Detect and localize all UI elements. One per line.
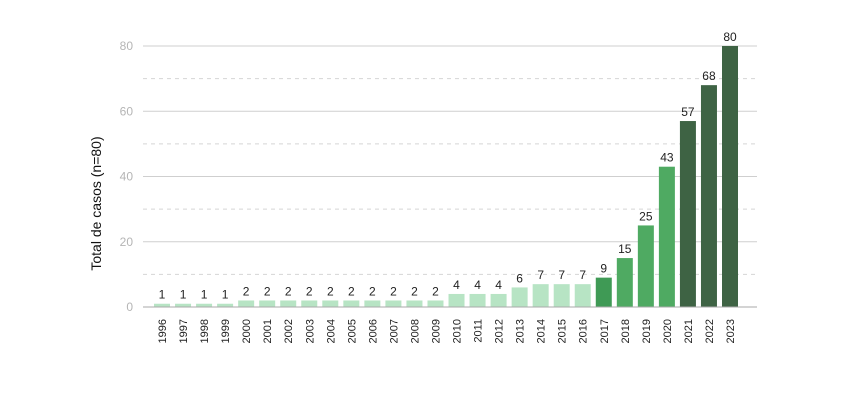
data-label-2005: 2 [348,284,355,298]
x-tick-label-2008: 2008 [409,319,421,343]
bar-2008 [406,300,423,307]
y-tick-label: 20 [120,235,134,249]
x-tick-label-2007: 2007 [388,319,400,343]
x-tick-label-2023: 2023 [725,319,737,343]
data-label-1998: 1 [201,288,208,302]
data-label-2009: 2 [432,284,439,298]
bar-2022 [700,85,717,308]
bar-2009 [427,300,444,307]
x-tick-label-2014: 2014 [536,319,548,343]
data-label-2004: 2 [327,284,334,298]
bar-2001 [259,300,276,307]
bar-2013 [511,287,528,307]
data-label-1996: 1 [159,288,166,302]
data-label-2017: 9 [600,262,607,276]
bar-2011 [469,293,486,307]
bar-2003 [301,300,318,307]
bar-2005 [343,300,360,307]
bars [154,46,738,308]
data-label-2023: 80 [723,30,737,44]
bar-2014 [532,284,549,307]
bar-1997 [175,303,192,307]
data-label-2014: 7 [537,268,544,282]
bar-2006 [364,300,381,307]
x-tick-label-2010: 2010 [452,319,464,343]
bar-2017 [595,277,612,307]
x-tick-label-2016: 2016 [578,319,590,343]
data-label-2008: 2 [411,284,418,298]
y-tick-label: 60 [120,104,134,118]
data-label-2013: 6 [516,271,523,285]
data-label-2010: 4 [453,278,460,292]
data-label-2002: 2 [285,284,292,298]
data-label-2021: 57 [681,105,695,119]
bar-2004 [322,300,339,307]
data-label-2012: 4 [495,278,502,292]
bar-2018 [616,258,633,307]
x-tick-label-2003: 2003 [304,319,316,343]
x-tick-label-1997: 1997 [178,319,190,343]
data-label-2000: 2 [243,284,250,298]
data-label-2019: 25 [639,209,653,223]
data-label-1999: 1 [222,288,229,302]
x-tick-label-2020: 2020 [662,319,674,343]
y-axis-ticks: 0 20 40 60 80 [120,39,134,314]
x-tick-label-2012: 2012 [494,319,506,343]
bar-1998 [196,303,213,307]
data-label-2003: 2 [306,284,313,298]
bar-2021 [679,121,696,307]
bar-2010 [448,293,465,307]
y-axis-label: Total de casos (n=80) [88,136,104,270]
y-tick-label: 40 [120,170,134,184]
y-tick-label: 80 [120,39,134,53]
bar-2019 [637,225,654,307]
x-tick-label-2022: 2022 [704,319,716,343]
x-tick-label-2015: 2015 [557,319,569,343]
y-tick-label: 0 [126,300,133,314]
bar-2007 [385,300,402,307]
x-tick-label-1996: 1996 [157,319,169,343]
data-label-2020: 43 [660,151,674,165]
bar-2023 [722,46,738,307]
x-tick-label-2000: 2000 [241,319,253,343]
x-tick-label-2019: 2019 [641,319,653,343]
bar-1999 [217,303,234,307]
grid [143,45,757,275]
x-tick-label-2013: 2013 [515,319,527,343]
x-tick-label-1998: 1998 [199,319,211,343]
bar-1996 [154,303,170,307]
x-tick-label-2017: 2017 [599,319,611,343]
data-label-1997: 1 [180,288,187,302]
x-tick-label-2018: 2018 [620,319,632,343]
bar-2002 [280,300,297,307]
data-label-2022: 68 [702,69,716,83]
x-tick-label-1999: 1999 [220,319,232,343]
bar-2012 [490,293,507,307]
bar-2015 [553,284,570,307]
data-label-2015: 7 [558,268,565,282]
x-tick-label-2011: 2011 [473,319,485,343]
x-axis-ticks: 1996 1997 1998 1999 2000 2001 2002 2003 2004 2005… [157,319,737,343]
x-tick-label-2002: 2002 [283,319,295,343]
bar-2000 [238,300,255,307]
bar-2020 [658,166,675,307]
data-label-2018: 15 [618,242,632,256]
bar-2016 [574,284,591,307]
x-tick-label-2001: 2001 [262,319,274,343]
data-label-2001: 2 [264,284,271,298]
data-label-2011: 4 [474,278,481,292]
x-tick-label-2004: 2004 [325,319,337,343]
data-label-2006: 2 [369,284,376,298]
x-tick-label-2009: 2009 [430,319,442,343]
x-tick-label-2006: 2006 [367,319,379,343]
x-tick-label-2005: 2005 [346,319,358,343]
data-label-2007: 2 [390,284,397,298]
x-tick-label-2021: 2021 [683,319,695,343]
data-label-2016: 7 [579,268,586,282]
